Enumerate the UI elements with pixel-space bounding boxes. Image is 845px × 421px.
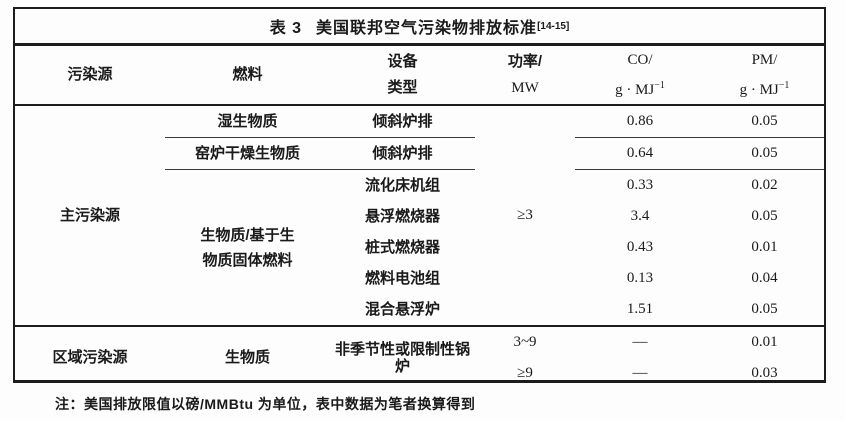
table-row: 窑炉干燥生物质 倾斜炉排 0.64 0.05 xyxy=(15,137,824,170)
cell-device: 流化床机组 xyxy=(364,176,440,194)
table-row: 主污染源 湿生物质 倾斜炉排 ≥3 0.86 0.05 xyxy=(15,105,824,224)
cell-power-main: ≥3 xyxy=(517,206,533,223)
cell-pm: 0.05 xyxy=(705,105,824,138)
cell-co: — xyxy=(575,325,705,358)
emission-standards-table: 表 3 美国联邦空气污染物排放标准 [14-15] 污染源 燃料 设备 类型 xyxy=(13,7,826,389)
table-title-text: 美国联邦空气污染物排放标准 xyxy=(316,20,538,37)
table-footnote: 注：美国排放限值以磅/MMBtu 为单位，表中数据为笔者换算得到 xyxy=(55,396,476,412)
cell-device: 燃料电池组 xyxy=(364,269,440,287)
cell-device: 悬浮燃烧器 xyxy=(364,207,440,225)
cell-co: — xyxy=(632,364,648,381)
table-header: 污染源 燃料 设备 类型 功率/ MW CO/ g · MJ−1 xyxy=(15,46,824,106)
cell-pm: 0.02 xyxy=(751,176,778,193)
cell-co: 3.4 xyxy=(630,207,650,224)
data-table: 污染源 燃料 设备 类型 功率/ MW CO/ g · MJ−1 xyxy=(15,46,824,389)
col-header-source: 污染源 xyxy=(15,46,165,106)
header-row: 污染源 燃料 设备 类型 功率/ MW CO/ g · MJ−1 xyxy=(15,46,824,106)
table-body: 主污染源 湿生物质 倾斜炉排 ≥3 0.86 0.05 窑炉干燥生物质 倾斜炉排… xyxy=(15,105,824,389)
cell-device: 混合悬浮炉 xyxy=(364,300,440,318)
cell-co: 0.13 xyxy=(626,269,654,286)
cell-fuel: 湿生物质 xyxy=(165,105,330,138)
table-row: 区域污染源 生物质 非季节性或限制性锅炉 3~9 — 0.01 xyxy=(15,325,824,389)
cell-device: 倾斜炉排 xyxy=(330,137,475,170)
table-row: 悬浮燃烧器 3.4 0.05 xyxy=(15,201,824,232)
cell-source-regional: 区域污染源 xyxy=(15,325,165,389)
cell-co: 0.64 xyxy=(575,137,705,170)
col-header-co: CO/ g · MJ−1 xyxy=(575,46,705,106)
cell-fuel-group: 生物质/基于生 物质固体燃料 xyxy=(200,226,295,269)
cell-pm: 0.05 xyxy=(705,137,824,170)
col-header-fuel: 燃料 xyxy=(165,46,330,106)
table-row: ≥9 — 0.03 xyxy=(15,358,824,389)
cell-pm: 0.05 xyxy=(751,300,778,317)
cell-device-regional: 非季节性或限制性锅炉 xyxy=(330,325,475,389)
cell-pm: 0.04 xyxy=(751,269,778,286)
table-row: 混合悬浮炉 1.51 0.05 xyxy=(15,294,824,326)
cell-fuel-regional: 生物质 xyxy=(165,325,330,389)
cell-pm: 0.05 xyxy=(751,207,778,224)
cell-pm: 0.01 xyxy=(751,238,778,255)
col-header-device: 设备 类型 xyxy=(330,46,475,106)
table-row: 燃料电池组 0.13 0.04 xyxy=(15,263,824,294)
col-header-power: 功率/ MW xyxy=(475,46,575,106)
cell-co: 1.51 xyxy=(626,300,654,317)
table-row: 生物质/基于生 物质固体燃料 流化床机组 0.33 0.02 xyxy=(15,170,824,269)
table-title: 表 3 美国联邦空气污染物排放标准 [14-15] xyxy=(15,9,824,46)
cell-co: 0.43 xyxy=(626,238,654,255)
cell-co: 0.86 xyxy=(575,105,705,138)
cell-device: 倾斜炉排 xyxy=(330,105,475,138)
table-row: 桩式燃烧器 0.43 0.01 xyxy=(15,232,824,263)
cell-source-main: 主污染源 xyxy=(59,206,120,224)
table-number: 表 3 xyxy=(269,20,303,37)
cell-pm: 0.03 xyxy=(751,364,778,381)
cell-power: ≥9 xyxy=(517,364,533,381)
cell-power: 3~9 xyxy=(475,325,575,358)
cell-fuel: 窑炉干燥生物质 xyxy=(165,137,330,170)
col-header-pm: PM/ g · MJ−1 xyxy=(705,46,824,106)
cell-co: 0.33 xyxy=(626,176,654,193)
table-title-reference: [14-15] xyxy=(537,20,570,32)
cell-device: 桩式燃烧器 xyxy=(364,238,440,256)
cell-pm: 0.01 xyxy=(705,325,824,358)
